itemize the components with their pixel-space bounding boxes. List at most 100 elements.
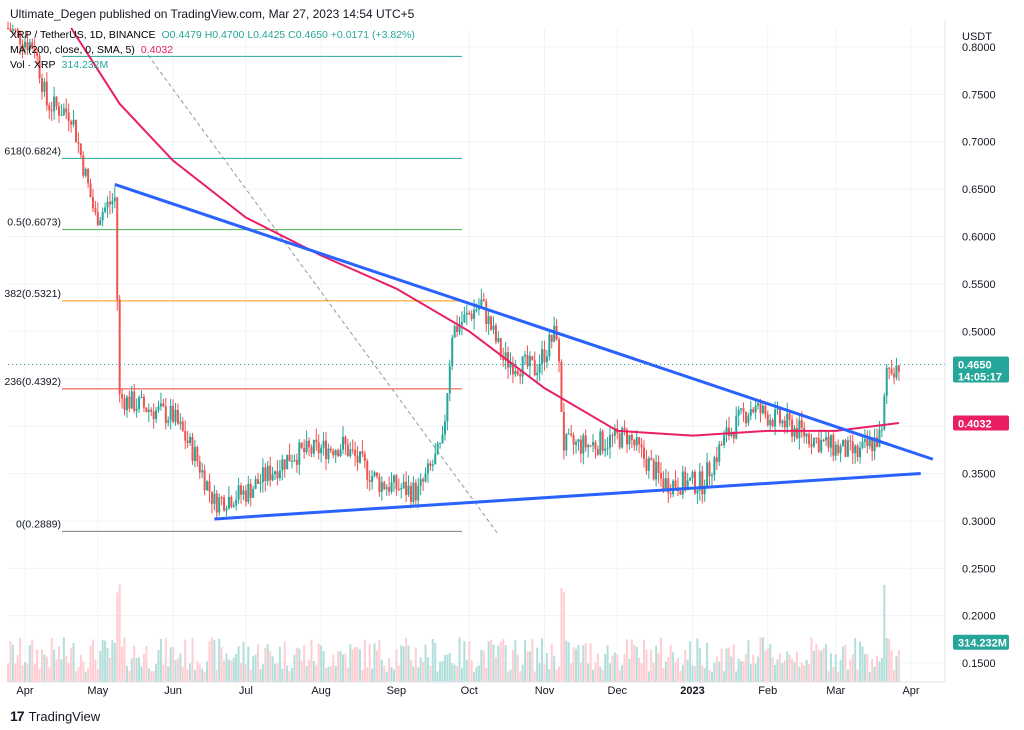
candle-body [470, 314, 473, 319]
volume-bar [315, 664, 318, 682]
candle-body [613, 428, 616, 436]
volume-bar [669, 645, 672, 682]
candle-body [186, 440, 189, 444]
ma-value-tag-text: 0.4032 [958, 419, 992, 431]
volume-bar [516, 654, 519, 682]
candle-body [11, 29, 14, 32]
candle-body [536, 372, 539, 376]
volume-bar [259, 669, 262, 682]
volume-bar [162, 664, 165, 682]
candle-body [145, 407, 148, 412]
time-tick-label: Mar [826, 685, 845, 697]
volume-bar [261, 663, 264, 682]
candle-body [138, 397, 141, 409]
candle-body [210, 491, 213, 504]
volume-bar [871, 658, 874, 682]
volume-bar [696, 638, 699, 682]
volume-bar [672, 651, 675, 682]
volume-bar [613, 652, 616, 682]
volume-bar [373, 643, 376, 682]
candle-body [468, 312, 471, 315]
volume-bar [400, 645, 403, 682]
volume-bar [759, 637, 762, 682]
candle-body [176, 409, 179, 424]
candle-body [392, 475, 395, 483]
volume-bar [23, 662, 26, 682]
volume-bar [888, 638, 891, 682]
volume-bar [842, 646, 845, 682]
candle-body [861, 441, 864, 448]
volume-bar [26, 663, 29, 682]
candle-body [106, 201, 109, 208]
volume-bar [150, 670, 153, 682]
candle-body [553, 325, 556, 342]
candles [7, 21, 900, 520]
volume-bar [215, 669, 218, 682]
price-tick-label: 0.1500 [962, 658, 996, 670]
legend-volume: Vol · XRP 314.232M [10, 59, 108, 71]
candle-body [606, 447, 609, 449]
volume-bar [463, 641, 466, 682]
volume-bar [223, 660, 226, 682]
candle-body [778, 408, 781, 424]
candle-body [854, 445, 857, 454]
candle-body [140, 396, 143, 398]
candle-body [77, 142, 80, 144]
candle-body [169, 405, 172, 421]
candle-body [419, 479, 422, 486]
volume-bar [113, 642, 116, 682]
volume-bar [817, 649, 820, 682]
candle-body [844, 440, 847, 457]
volume-bar [832, 666, 835, 682]
volume-bar [33, 663, 36, 682]
candle-body [346, 444, 349, 457]
volume-bar [616, 654, 619, 682]
volume-bar [247, 646, 250, 682]
volume-bar [655, 645, 658, 682]
candle-body [339, 449, 342, 457]
time-tick-label: Jun [164, 685, 182, 697]
candle-body [288, 454, 291, 462]
candle-body [618, 433, 621, 448]
candle-body [155, 410, 158, 420]
candle-body [269, 465, 272, 481]
candle-body [152, 411, 155, 420]
volume-bar [747, 640, 750, 682]
candle-body [820, 439, 823, 452]
candle-body [490, 316, 493, 330]
candle-body [460, 322, 463, 325]
volume-bar [834, 654, 837, 682]
candle-body [72, 119, 75, 125]
volume-bar [317, 643, 320, 682]
candle-body [863, 439, 866, 442]
candle-body [880, 429, 883, 431]
volume-bar [337, 651, 340, 682]
volume-bar [521, 664, 524, 682]
trendline [114, 182, 934, 461]
candle-body [686, 480, 689, 489]
volume-bar [752, 654, 755, 682]
candle-body [868, 438, 871, 447]
volume-bar [825, 644, 828, 682]
candle-body [327, 448, 330, 460]
candle-body [235, 499, 238, 506]
volume-bar [458, 637, 461, 682]
candle-body [805, 433, 808, 437]
legend-ma: MA (200, close, 0, SMA, 5) 0.4032 [10, 44, 173, 56]
volume-bar [761, 637, 764, 682]
volume-bar [837, 671, 840, 682]
candle-body [640, 444, 643, 448]
volume-bar [827, 671, 830, 682]
candle-body [349, 449, 352, 457]
volume-bar [679, 670, 682, 682]
volume-bar [579, 662, 582, 682]
volume-bar [429, 665, 432, 682]
volume-bar [791, 658, 794, 682]
volume-bar [876, 655, 879, 682]
candle-body [354, 450, 357, 456]
candle-body [351, 449, 354, 451]
candle-body [543, 349, 546, 363]
volume-bar [356, 647, 359, 682]
volume-bar [169, 647, 172, 682]
